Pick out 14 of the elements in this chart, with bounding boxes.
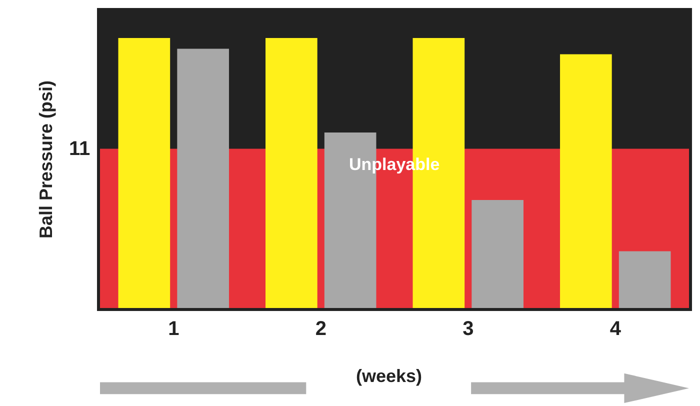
x-axis-title: (weeks) — [356, 366, 422, 386]
bar — [266, 38, 318, 308]
bar — [177, 48, 229, 308]
band-label: Unplayable — [349, 155, 440, 174]
x-tick-label: 1 — [168, 318, 180, 340]
x-tick-label: 2 — [315, 318, 326, 340]
text: 11 — [69, 138, 90, 160]
y-axis-title: Ball Pressure (psi) — [36, 80, 56, 239]
bar — [618, 251, 671, 308]
bar — [118, 38, 170, 308]
x-tick-label: 3 — [462, 318, 474, 340]
bar — [472, 200, 524, 308]
x-tick-label: 4 — [610, 318, 622, 340]
bar — [560, 54, 612, 308]
